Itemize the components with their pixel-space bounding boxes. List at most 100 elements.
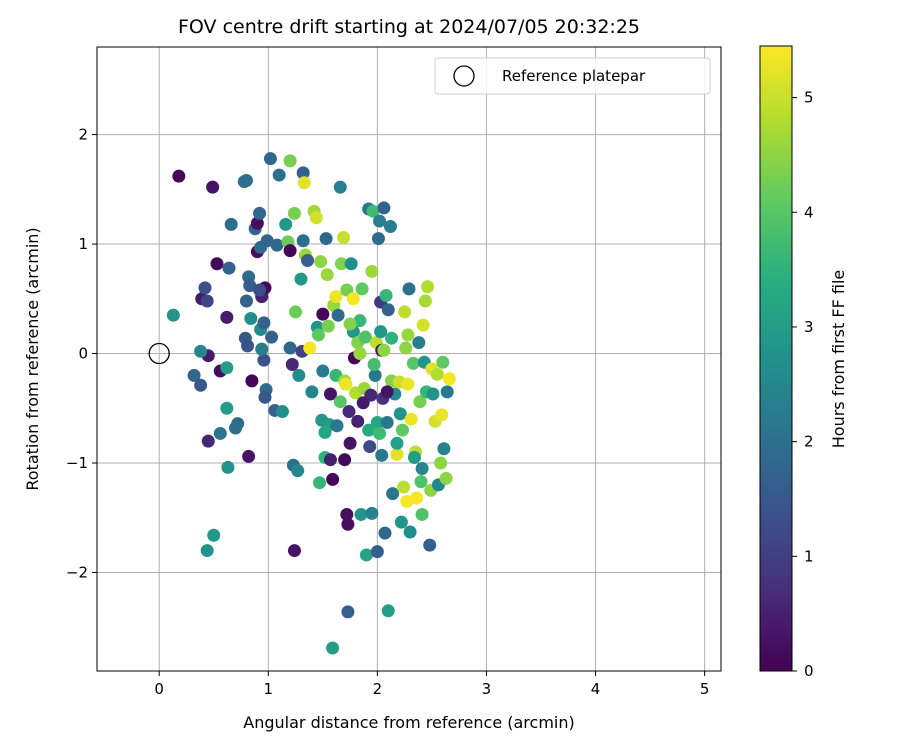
scatter-point (355, 282, 369, 296)
y-tick-label: 1 (78, 235, 88, 253)
scatter-point (416, 318, 430, 332)
colorbar-tick-label: 5 (804, 89, 814, 107)
scatter-point (296, 166, 310, 180)
scatter-point (354, 507, 368, 521)
scatter-point (200, 544, 214, 558)
scatter-point (385, 331, 399, 345)
scatter-point (285, 357, 299, 371)
x-tick-label: 5 (700, 680, 710, 698)
scatter-point (242, 449, 256, 463)
scatter-point (303, 341, 317, 355)
scatter-point (263, 152, 277, 166)
scatter-point (326, 472, 340, 486)
scatter-point (283, 244, 297, 258)
scatter-point (334, 257, 348, 271)
scatter-point (399, 341, 413, 355)
scatter-point (430, 367, 444, 381)
scatter-point (418, 294, 432, 308)
scatter-point (220, 401, 234, 415)
scatter-point (373, 426, 387, 440)
scatter-point (356, 396, 370, 410)
scatter-point (201, 434, 215, 448)
scatter-point (255, 342, 269, 356)
x-tick-label: 1 (263, 680, 273, 698)
scatter-point (187, 368, 201, 382)
scatter-point (292, 368, 306, 382)
scatter-point (194, 344, 208, 358)
scatter-point (365, 506, 379, 520)
scatter-point (320, 268, 334, 282)
scatter-point (400, 494, 414, 508)
scatter-point (323, 453, 337, 467)
scatter-point (412, 336, 426, 350)
x-tick-label: 2 (373, 680, 383, 698)
scatter-point (346, 292, 360, 306)
x-tick-label: 4 (591, 680, 601, 698)
plot-frame (96, 46, 722, 672)
scatter-point (265, 330, 279, 344)
scatter-point (220, 310, 234, 324)
scatter-point (410, 491, 424, 505)
scatter-point (383, 220, 397, 234)
colorbar-label: Hours from first FF file (829, 270, 848, 449)
scatter-point (330, 419, 344, 433)
scatter-point (275, 405, 289, 419)
y-tick-label: −2 (66, 563, 88, 581)
scatter-point (318, 425, 332, 439)
scatter-point (221, 460, 235, 474)
y-axis-label: Rotation from reference (arcmin) (23, 227, 42, 490)
scatter-point (344, 257, 358, 271)
x-axis-label: Angular distance from reference (arcmin) (243, 713, 574, 732)
reference-marker-layer (148, 342, 170, 365)
colorbar: 0 1 2 3 4 5 Hours from first FF file (759, 45, 848, 680)
colorbar-tick-label: 1 (804, 547, 814, 565)
scatter-point (194, 378, 208, 392)
scatter-point (260, 234, 274, 248)
scatter-point (359, 548, 373, 562)
scatter-point (333, 180, 347, 194)
reference-platepar-marker (148, 342, 170, 365)
scatter-point (390, 447, 404, 461)
scatter-point (321, 319, 335, 333)
scatter-point (272, 168, 286, 182)
scatter-point (289, 305, 303, 319)
colorbar-tick-label: 3 (804, 318, 814, 336)
scatter-point (323, 387, 337, 401)
scatter-point (283, 154, 297, 168)
scatter-point (353, 347, 367, 361)
scatter-point (439, 471, 453, 485)
scatter-point (301, 253, 315, 267)
colorbar-tick-label: 4 (804, 203, 814, 221)
scatter-point (270, 238, 284, 252)
scatter-point (377, 201, 391, 215)
scatter-point (401, 328, 415, 342)
scatter-point (340, 507, 354, 521)
scatter-point (442, 372, 456, 386)
scatter-point (421, 280, 435, 294)
scatter-point (362, 423, 376, 437)
scatter-point (358, 330, 372, 344)
scatter-point (287, 206, 301, 220)
scatter-point (366, 204, 380, 218)
scatter-points (166, 152, 456, 655)
legend-reference-marker (453, 65, 475, 87)
scatter-point (311, 328, 325, 342)
scatter-point (393, 407, 407, 421)
scatter-point (415, 507, 429, 521)
scatter-point (370, 545, 384, 559)
scatter-point (253, 206, 267, 220)
scatter-point (341, 605, 355, 619)
scatter-point (316, 307, 330, 321)
scatter-point (296, 234, 310, 248)
scatter-point (435, 408, 449, 422)
scatter-point (415, 461, 429, 475)
scatter-point (436, 355, 450, 369)
scatter-point (395, 423, 409, 437)
scatter-point (440, 385, 454, 399)
scatter-point (341, 517, 355, 531)
scatter-point (397, 480, 411, 494)
scatter-point (380, 415, 394, 429)
scatter-point (283, 341, 297, 355)
scatter-point (390, 436, 404, 450)
